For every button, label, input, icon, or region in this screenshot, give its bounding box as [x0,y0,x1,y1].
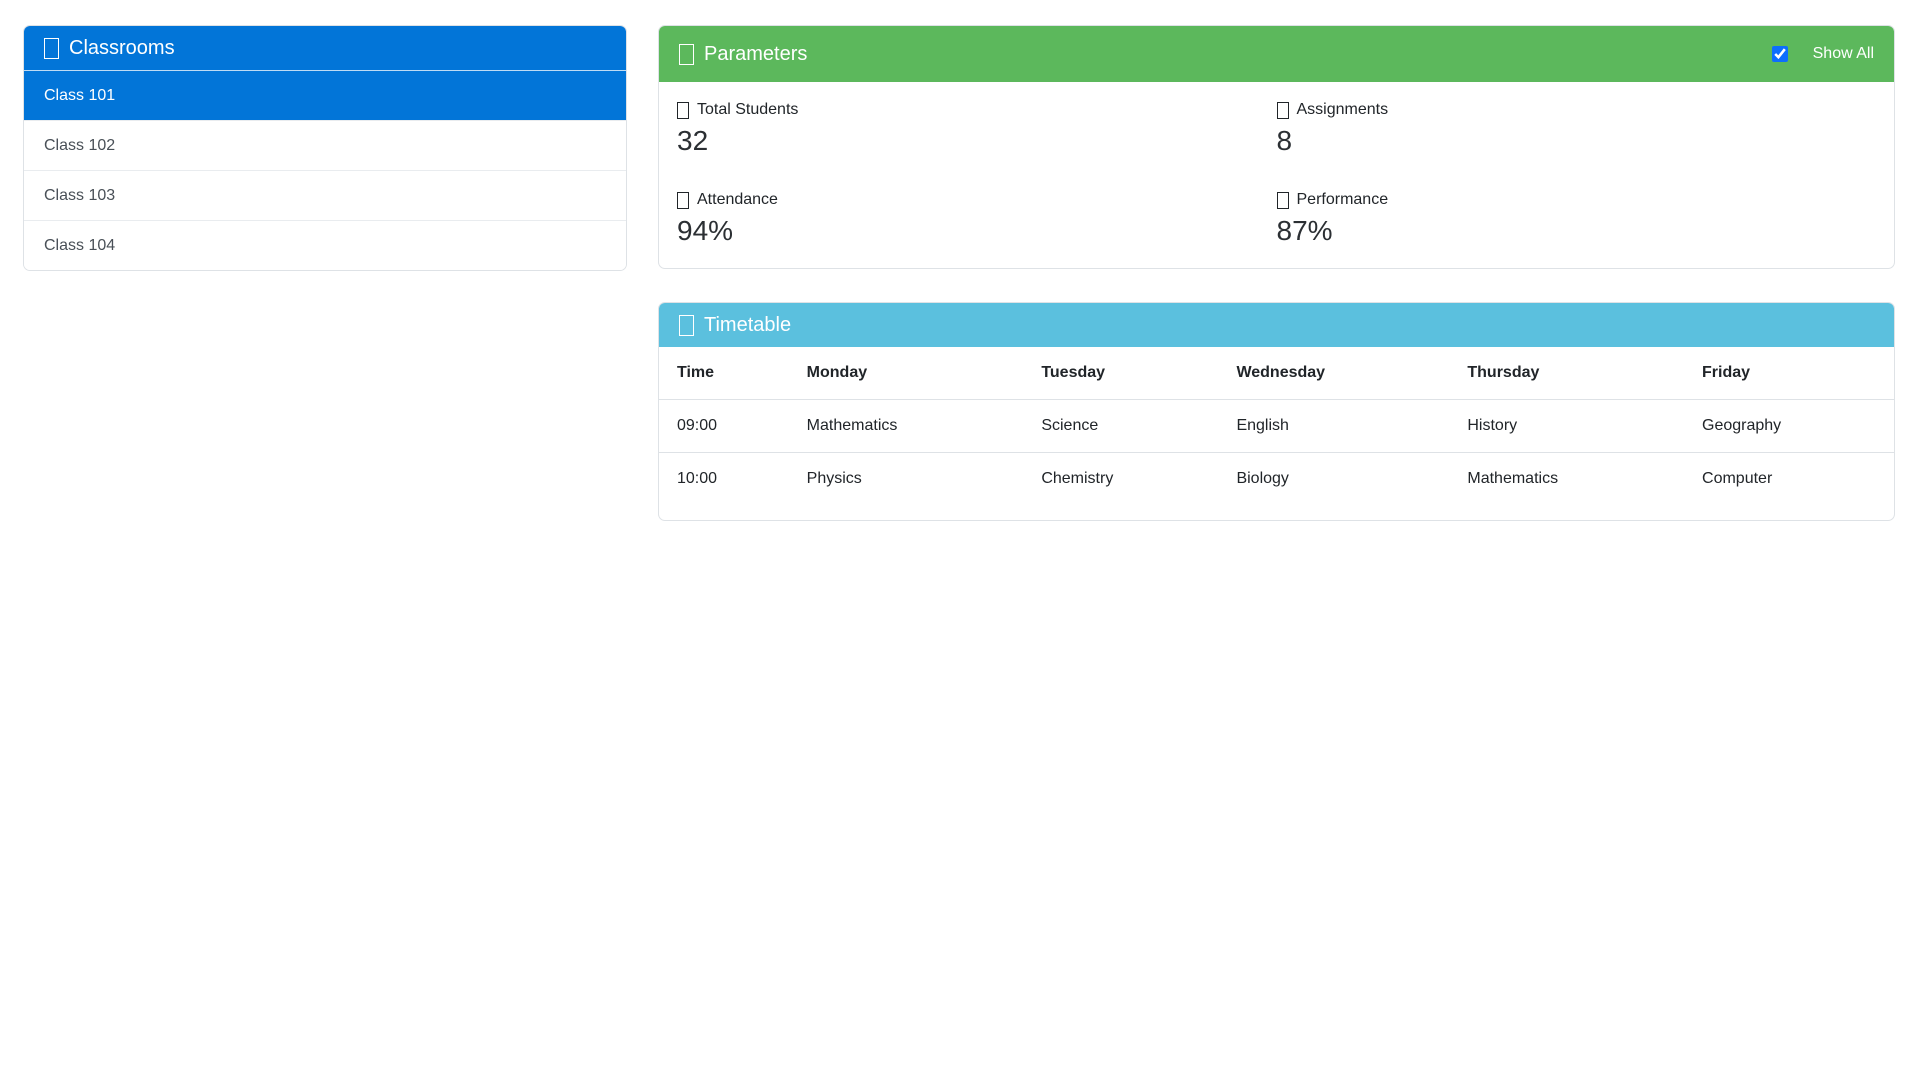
timetable-cell: Physics [788,452,1024,505]
timetable-cell: Science [1041,417,1099,434]
left-column: Classrooms Class 101 Class 102 Class 103 Cl… [23,25,627,271]
timetable-cell: Chemistry [1023,452,1219,505]
classrooms-list: Class 101 Class 102 Class 103 Class 104 [24,70,626,270]
stat-label-text: Total Students [697,101,799,118]
assignments-icon [1276,101,1289,119]
timetable-cell: English [1236,417,1289,434]
show-all-checkbox[interactable] [1771,46,1788,62]
timetable-col-time: Time [659,347,789,400]
stat-label: Total Students [677,98,1277,122]
stat-value: 32 [677,125,709,156]
stat-performance: Performance 87% [1276,188,1877,250]
classrooms-icon [44,37,59,59]
timetable-row-09-00: 09:00 Mathematics Science English History Geo… [659,400,1894,453]
main-layout: Classrooms Class 101 Class 102 Class 103 Cl… [0,0,1920,521]
classrooms-panel: Classrooms Class 101 Class 102 Class 103 Cl… [23,25,627,271]
parameters-panel: Parameters Show All Total Students 32 Assi… [658,25,1895,269]
show-all-label: Show All [1812,45,1874,62]
timetable-cell: 10:00 [659,452,789,505]
timetable-title: Timetable [704,314,792,336]
parameters-stats: Total Students 32 Assignments 8 Attendance 94… [659,82,1894,268]
timetable-header-row: Time Monday Tuesday Wednesday Thursday Friday [659,347,1894,400]
timetable-cell: Biology [1218,452,1450,505]
timetable-table: Time Monday Tuesday Wednesday Thursday Friday… [659,347,1894,505]
timetable-cell: History [1467,417,1518,434]
stat-attendance: Attendance 94% [677,188,1277,250]
parameters-header-title: Parameters [679,39,807,69]
stat-assignments: Assignments 8 [1276,98,1877,160]
stat-value: 87% [1276,215,1333,246]
right-column: Parameters Show All Total Students 32 Assi… [658,25,1895,521]
classroom-item-class-104[interactable]: Class 104 [24,220,626,270]
timetable-cell: Computer [1684,452,1894,505]
stat-label: Performance [1276,188,1877,212]
timetable-cell: Mathematics [806,417,898,434]
parameters-header: Parameters Show All [659,26,1894,82]
stat-label: Assignments [1276,98,1877,122]
timetable-col-monday: Monday [788,347,1024,400]
stat-label-text: Assignments [1296,101,1389,118]
show-all-control[interactable]: Show All [1771,39,1874,69]
parameters-icon [679,43,694,65]
performance-icon [1276,191,1289,209]
timetable-col-thursday: Thursday [1449,347,1685,400]
timetable-panel: Timetable Time Monday Tuesday Wednesday Thur… [658,302,1895,521]
classroom-item-class-103[interactable]: Class 103 [24,170,626,220]
total-students-icon [677,101,689,119]
stat-value: 94% [677,215,734,246]
timetable-col-wednesday: Wednesday [1218,347,1450,400]
timetable-header: Timetable [659,303,1894,347]
timetable-row-10-00: 10:00 Physics Chemistry Biology Mathematics C… [659,452,1894,505]
timetable-cell: Geography [1702,417,1782,434]
stat-value: 8 [1276,125,1293,156]
attendance-icon [677,191,689,209]
classrooms-title: Classrooms [69,37,175,59]
stat-total-students: Total Students 32 [677,98,1277,160]
timetable-icon [679,314,694,336]
stat-label-text: Attendance [697,191,778,208]
parameters-title: Parameters [704,43,808,65]
timetable-cell: Mathematics [1449,452,1685,505]
stat-label: Attendance [677,188,1277,212]
stat-label-text: Performance [1296,191,1389,208]
classroom-item-class-101[interactable]: Class 101 [24,70,626,120]
timetable-col-tuesday: Tuesday [1023,347,1219,400]
classrooms-header: Classrooms [24,26,626,70]
classroom-item-class-102[interactable]: Class 102 [24,120,626,170]
timetable-cell: 09:00 [677,417,718,434]
timetable-col-friday: Friday [1684,347,1894,400]
